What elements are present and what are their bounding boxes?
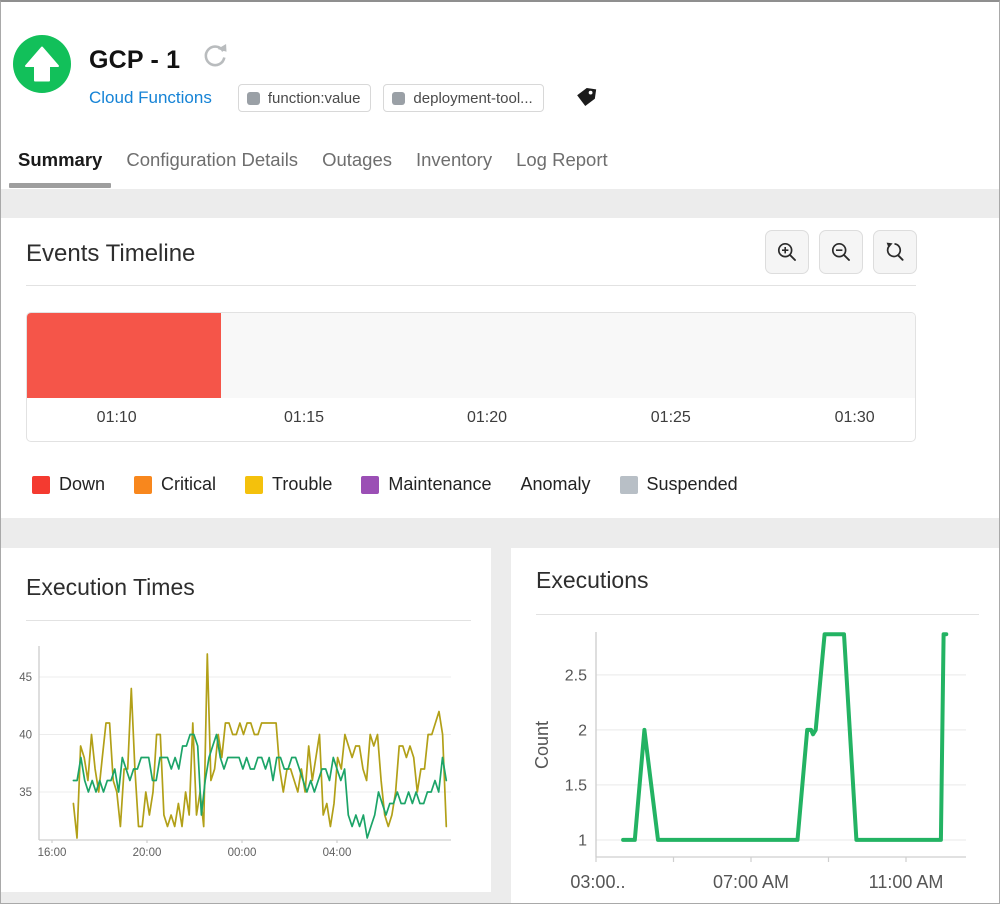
legend-label: Maintenance: [388, 474, 492, 494]
execution-times-chart: 35 40 45 16:00 20:00 00:00 04:00: [1, 632, 473, 887]
executions-chart: 1 1.5 2 2.5 03:00.. 07:00 AM 11:00 AM Count: [511, 617, 999, 903]
tab-log-report[interactable]: Log Report: [516, 149, 608, 170]
legend-label: Suspended: [646, 474, 738, 494]
x-tick-label: 07:00 AM: [713, 872, 789, 892]
legend-label: Anomaly: [520, 474, 591, 494]
zoom-reset-button[interactable]: [873, 230, 917, 274]
x-tick-label: 16:00: [38, 847, 67, 859]
tag-label: function:value: [267, 89, 361, 107]
title-divider: [26, 620, 471, 621]
x-tick-label: 11:00 AM: [869, 872, 944, 892]
timeline-time-label: 01:20: [466, 409, 507, 426]
section-separator: [1, 189, 999, 218]
timeline-segment-down[interactable]: [27, 313, 221, 398]
subtitle-row: Cloud Functions function:value deployment…: [89, 83, 598, 113]
timeline-legend: Down Critical Trouble Maintenance Anomaly Sus…: [32, 474, 767, 495]
section-separator: [1, 518, 999, 548]
legend-swatch: [619, 475, 638, 494]
events-timeline-chart: 01:10 01:15 01:20 01:25 01:30: [26, 312, 916, 442]
zoom-out-button[interactable]: [819, 230, 863, 274]
executions-svg: 1 1.5 2 2.5 03:00.. 07:00 AM 11:00 AM Count: [532, 632, 966, 892]
legend-item-anomaly: Anomaly: [521, 474, 591, 495]
timeline-track: [27, 313, 915, 398]
tag-icon[interactable]: [574, 86, 598, 110]
timeline-time-label: 01:25: [650, 409, 691, 426]
legend-label: Trouble: [272, 474, 333, 494]
x-tick-label: 20:00: [133, 847, 162, 859]
zoom-in-button[interactable]: [765, 230, 809, 274]
y-tick-label: 45: [19, 672, 32, 684]
zoom-in-icon: [777, 242, 796, 261]
legend-swatch: [361, 475, 380, 494]
y-tick-label: 1.5: [565, 778, 587, 795]
tag-label: deployment-tool...: [413, 89, 533, 107]
series-line-execution-time-b: [72, 733, 448, 839]
execution-times-title: Execution Times: [26, 574, 195, 600]
refresh-button[interactable]: [200, 41, 230, 71]
zoom-reset-icon: [886, 242, 904, 261]
tags-row: function:value deployment-tool...: [237, 84, 556, 112]
zoom-out-icon: [831, 242, 850, 261]
timeline-axis: 01:10 01:15 01:20 01:25 01:30: [27, 398, 915, 441]
timeline-time-label: 01:30: [834, 409, 875, 426]
y-tick-label: 1: [578, 833, 587, 850]
y-tick-label: 40: [19, 730, 32, 742]
tag-color-icon: [392, 91, 406, 105]
executions-title: Executions: [536, 567, 649, 593]
y-axis-title: Count: [532, 721, 552, 769]
y-tick-label: 35: [19, 787, 32, 799]
execution-times-panel: Execution Times 35 40 45 16:00 20:00 00:00 04:…: [1, 548, 491, 892]
legend-label: Critical: [161, 474, 217, 494]
legend-item-maintenance: Maintenance: [361, 474, 492, 495]
timeline-time-label: 01:10: [96, 409, 137, 426]
tabs-bar: Summary Configuration Details Outages Inven…: [1, 132, 999, 189]
y-tick-label: 2: [578, 723, 587, 740]
x-tick-label: 03:00..: [570, 872, 625, 892]
tag-chip-deployment-tool[interactable]: deployment-tool...: [383, 84, 544, 112]
refresh-icon: [204, 44, 227, 67]
charts-row: Execution Times 35 40 45 16:00 20:00 00:00 04:…: [1, 548, 999, 903]
title-divider: [26, 285, 916, 286]
y-tick-label: 2.5: [565, 668, 587, 685]
legend-label: Down: [59, 474, 106, 494]
timeline-time-label: 01:15: [284, 409, 325, 426]
legend-swatch: [134, 475, 153, 494]
status-up-icon: [13, 35, 71, 93]
tab-summary[interactable]: Summary: [8, 133, 112, 188]
events-timeline-title: Events Timeline: [26, 240, 196, 267]
legend-swatch: [245, 475, 264, 494]
monitor-title: GCP - 1: [89, 46, 181, 74]
execution_times-svg: 35 40 45 16:00 20:00 00:00 04:00: [19, 646, 451, 859]
tab-inventory[interactable]: Inventory: [416, 149, 493, 170]
up-arrow-icon: [13, 35, 71, 93]
timeline-toolbar: [765, 230, 917, 274]
title-divider: [536, 614, 979, 615]
executions-panel: Executions 1 1.5 2 2.5 03:00.. 07:00 AM 11:00 …: [511, 548, 999, 903]
legend-item-critical: Critical: [134, 474, 216, 495]
series-line-execution-time-a: [72, 653, 448, 839]
legend-item-suspended: Suspended: [619, 474, 738, 495]
events-timeline-panel: Events Timeline: [1, 218, 999, 518]
legend-item-down: Down: [32, 474, 105, 495]
tag-color-icon: [246, 91, 260, 105]
tab-configuration-details[interactable]: Configuration Details: [126, 149, 299, 170]
tag-chip-function-value[interactable]: function:value: [237, 84, 372, 112]
series-line-executions-count: [621, 632, 949, 842]
monitor-type-link[interactable]: Cloud Functions: [89, 88, 212, 107]
tab-outages[interactable]: Outages: [322, 149, 392, 170]
legend-item-trouble: Trouble: [245, 474, 332, 495]
legend-swatch: [32, 475, 50, 494]
x-tick-label: 00:00: [228, 847, 257, 859]
x-tick-label: 04:00: [323, 847, 352, 859]
header: GCP - 1 Cloud Functions function:value de…: [1, 2, 999, 130]
